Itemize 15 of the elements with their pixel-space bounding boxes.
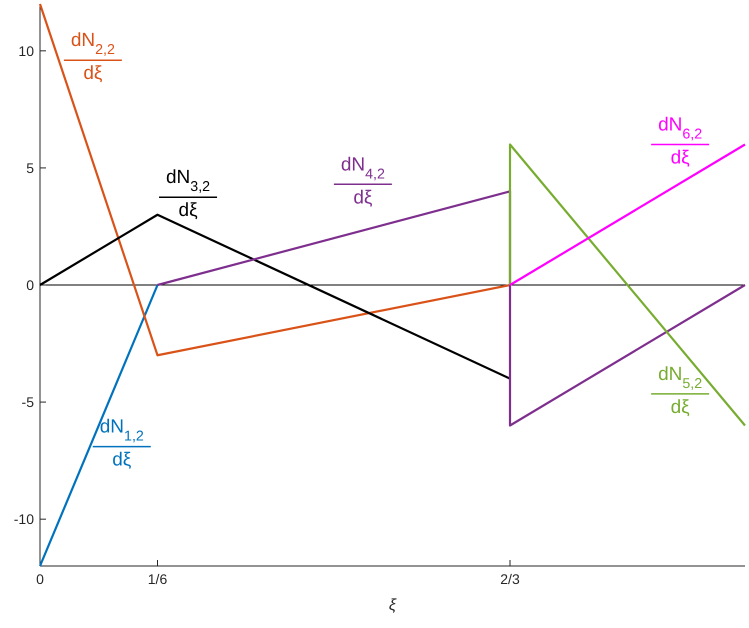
y-tick-label: 5 [26, 160, 34, 176]
x-tick-label: 2/3 [500, 571, 520, 587]
series-label: dN$_{4,2}$ dξ [340, 154, 386, 208]
series-label: dN$_{3,2}$ dξ [166, 167, 210, 222]
x-tick-label: 1/6 [148, 571, 168, 587]
x-tick-label: 0 [36, 571, 44, 587]
y-tick-label: -5 [22, 394, 34, 410]
series-label: dN$_{5,2}$ dξ [658, 364, 702, 418]
y-tick-label: 10 [18, 42, 34, 59]
y-tick-label: -10 [14, 511, 34, 528]
series-label: dN$_{1,2}$ dξ [100, 416, 144, 471]
series-label: dN$_{6,2}$ dξ [658, 114, 702, 168]
x-axis-title: ξ [388, 597, 397, 614]
series-label: dN$_{2,2}$ dξ [70, 30, 115, 84]
y-tick-label: 0 [26, 277, 34, 293]
